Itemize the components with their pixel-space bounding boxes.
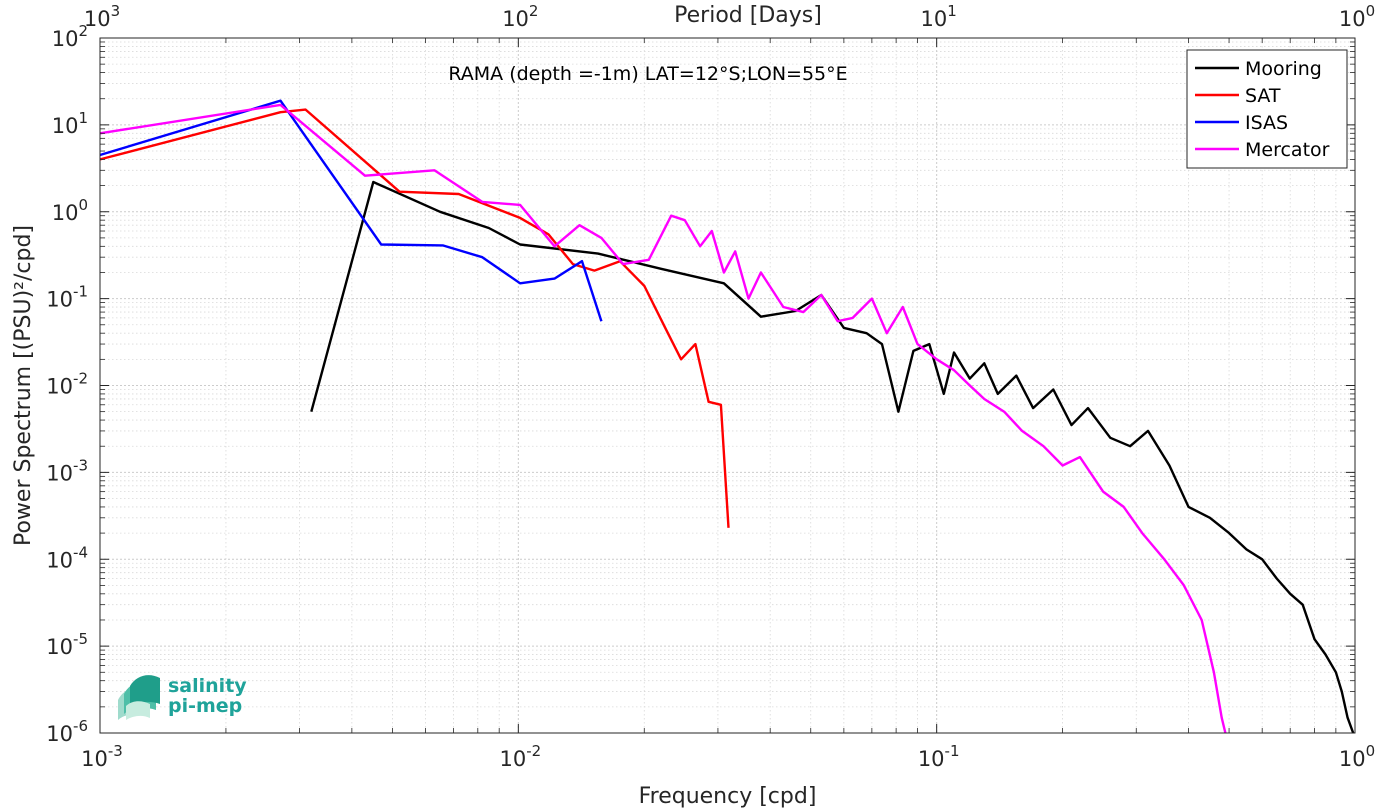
legend: Mooring SAT ISAS Mercator <box>1186 49 1348 169</box>
legend-label-mercator: Mercator <box>1245 139 1330 161</box>
y-tick-label: 10-5 <box>46 630 88 659</box>
series-layer <box>99 99 1355 734</box>
y-tick-label: 100 <box>52 196 88 225</box>
logo-waves-icon <box>118 675 160 720</box>
y-tick-label: 102 <box>52 22 88 51</box>
top-tick-label: 103 <box>84 2 120 31</box>
series-mercator-line <box>99 103 1227 734</box>
y-tick-label: 101 <box>52 109 88 138</box>
x-tick-label: 100 <box>1339 742 1375 771</box>
y-tick-label: 10-6 <box>46 717 88 746</box>
series-mooring-line <box>310 180 1355 734</box>
legend-label-isas: ISAS <box>1245 112 1288 134</box>
y-axis-label: Power Spectrum [(PSU)²/cpd] <box>11 225 36 546</box>
series-sat-line <box>99 108 730 528</box>
x-tick-label: 10-2 <box>499 742 541 771</box>
minor-grid <box>100 38 1355 733</box>
chart-annotation: RAMA (depth =-1m) LAT=12°S;LON=55°E <box>448 63 847 85</box>
legend-label-sat: SAT <box>1245 85 1281 107</box>
tick-marks <box>99 37 1356 734</box>
y-tick-label: 10-4 <box>46 543 88 572</box>
x-tick-label: 10-3 <box>81 742 123 771</box>
y-tick-label: 10-1 <box>46 283 88 312</box>
logo-line1: salinity <box>168 675 247 697</box>
series-isas-line <box>99 99 603 322</box>
y-tick-label: 10-2 <box>46 370 88 399</box>
salinity-pimep-logo: salinity pi-mep <box>118 675 247 720</box>
top-axis-label: Period [Days] <box>674 3 822 28</box>
legend-label-mooring: Mooring <box>1245 58 1322 80</box>
top-tick-label: 101 <box>921 2 957 31</box>
x-tick-label: 10-1 <box>918 742 960 771</box>
top-tick-label: 100 <box>1339 2 1375 31</box>
x-axis-label: Frequency [cpd] <box>639 784 817 809</box>
top-tick-label: 102 <box>502 2 538 31</box>
logo-line2: pi-mep <box>168 695 242 717</box>
y-tick-label: 10-3 <box>46 456 88 485</box>
